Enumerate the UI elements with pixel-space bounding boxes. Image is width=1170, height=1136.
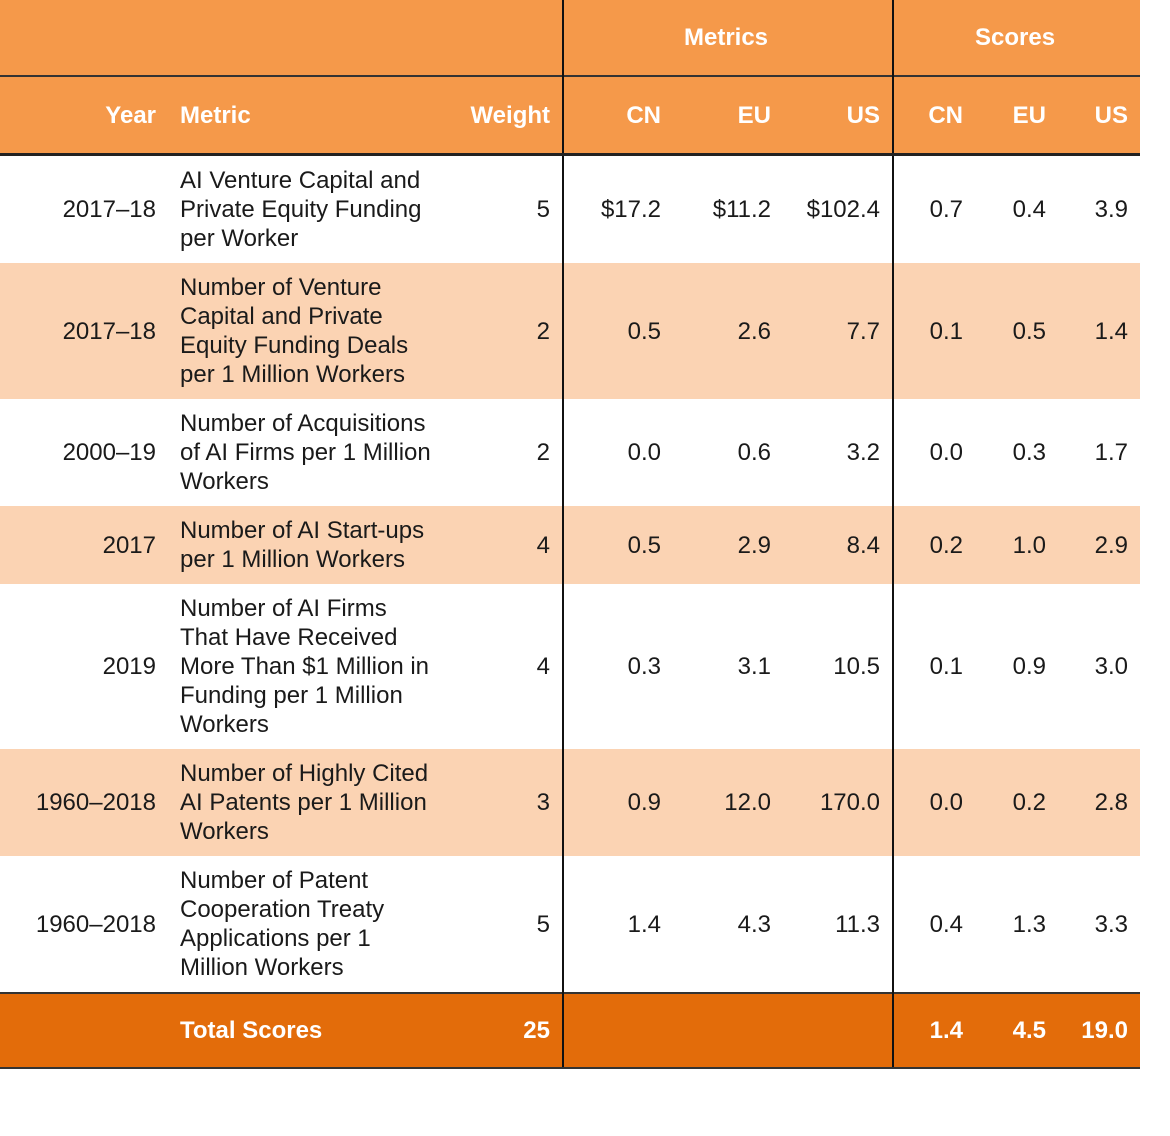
table-cell: 4 — [450, 506, 563, 584]
table-cell: Number of AI Start-ups per 1 Million Wor… — [168, 506, 450, 584]
table-cell: 0.4 — [975, 154, 1059, 263]
table-cell: 1960–2018 — [0, 749, 168, 856]
table-row: 2019 Number of AI Firms That Have Receive… — [0, 584, 1141, 749]
table-cell: 1.4 — [1058, 263, 1141, 399]
total-cell — [0, 992, 168, 1069]
table-cell: 3.3 — [1058, 856, 1141, 993]
column-header: CN — [892, 75, 976, 156]
table-cell: 1.0 — [975, 506, 1059, 584]
table-cell: $17.2 — [562, 154, 673, 263]
table-cell: 2017–18 — [0, 154, 168, 263]
table-cell: 4.3 — [673, 856, 783, 993]
table-cell: 10.5 — [783, 584, 894, 749]
table-cell: 0.6 — [673, 399, 783, 506]
table-cell: 2.6 — [673, 263, 783, 399]
table-cell: 0.5 — [975, 263, 1059, 399]
table-cell: 2000–19 — [0, 399, 168, 506]
table-row: 1960–2018 Number of Patent Cooperation Tr… — [0, 856, 1141, 993]
table-cell: 8.4 — [783, 506, 894, 584]
table-cell: 3.1 — [673, 584, 783, 749]
column-header: Year — [0, 75, 168, 156]
table-cell: 2 — [450, 399, 563, 506]
table-cell: 0.5 — [562, 506, 673, 584]
table-cell: Number of Patent Cooperation Treaty Appl… — [168, 856, 450, 993]
table-cell: 0.2 — [975, 749, 1059, 856]
column-header: US — [1058, 75, 1141, 156]
table-cell: $11.2 — [673, 154, 783, 263]
column-header: EU — [673, 75, 783, 156]
table-cell: 0.0 — [892, 399, 976, 506]
table-cell: 1.4 — [562, 856, 673, 993]
table-cell: 3.0 — [1058, 584, 1141, 749]
table-cell: 2017 — [0, 506, 168, 584]
table-cell: 170.0 — [783, 749, 894, 856]
table-cell: 2019 — [0, 584, 168, 749]
table-cell: 0.1 — [892, 584, 976, 749]
header-row: Year Metric Weight CN EU US CN EU US — [0, 75, 1141, 156]
table-cell: 2.8 — [1058, 749, 1141, 856]
table-cell: 0.3 — [975, 399, 1059, 506]
table-cell: AI Venture Capital and Private Equity Fu… — [168, 154, 450, 263]
table-cell: Number of Highly Cited AI Patents per 1 … — [168, 749, 450, 856]
table-cell: 5 — [450, 856, 563, 993]
table-cell: 2.9 — [673, 506, 783, 584]
table-cell: $102.4 — [783, 154, 894, 263]
column-header: US — [783, 75, 894, 156]
table-cell: 0.3 — [562, 584, 673, 749]
group-header: Scores — [892, 0, 1141, 76]
table-cell: Number of Venture Capital and Private Eq… — [168, 263, 450, 399]
table-row: 2000–19 Number of Acquisitions of AI Firm… — [0, 399, 1141, 506]
table-cell: 0.0 — [562, 399, 673, 506]
table-cell: 0.9 — [562, 749, 673, 856]
table-cell: Number of Acquisitions of AI Firms per 1… — [168, 399, 450, 506]
table-row: 2017–18 Number of Venture Capital and Pri… — [0, 263, 1141, 399]
total-row: Total Scores 25 1.4 4.5 19.0 — [0, 992, 1141, 1069]
total-weight: 25 — [450, 992, 563, 1069]
table-cell: 0.2 — [892, 506, 976, 584]
table-cell: 2.9 — [1058, 506, 1141, 584]
column-header: EU — [975, 75, 1059, 156]
total-score: 1.4 — [892, 992, 976, 1069]
table-cell: 0.4 — [892, 856, 976, 993]
table-cell: 0.0 — [892, 749, 976, 856]
table-row: 2017 Number of AI Start-ups per 1 Million… — [0, 506, 1141, 584]
table-cell: 0.7 — [892, 154, 976, 263]
table-cell: 0.5 — [562, 263, 673, 399]
table-cell: 0.9 — [975, 584, 1059, 749]
group-header: Metrics — [561, 0, 894, 76]
column-header: Metric — [168, 75, 450, 156]
table-cell: 4 — [450, 584, 563, 749]
table-cell: 12.0 — [673, 749, 783, 856]
group-header-row: Metrics Scores — [0, 0, 1141, 76]
column-header: CN — [562, 75, 673, 156]
table-cell: 2 — [450, 263, 563, 399]
table-cell: 3.9 — [1058, 154, 1141, 263]
table-cell: 1.7 — [1058, 399, 1141, 506]
table-cell: 1960–2018 — [0, 856, 168, 993]
total-label: Total Scores — [168, 992, 450, 1069]
header-cell — [0, 0, 563, 76]
total-score: 4.5 — [975, 992, 1059, 1069]
table-cell: Number of AI Firms That Have Received Mo… — [168, 584, 450, 749]
total-cell — [561, 992, 894, 1069]
table-body: Metrics Scores Year Metric Weight CN EU US CN EU U… — [0, 0, 1141, 1069]
table-cell: 0.1 — [892, 263, 976, 399]
table-cell: 1.3 — [975, 856, 1059, 993]
table-cell: 3 — [450, 749, 563, 856]
table-row: 2017–18 AI Venture Capital and Private Eq… — [0, 154, 1141, 263]
scores-table: Metrics Scores Year Metric Weight CN EU US CN EU U… — [0, 0, 1141, 1069]
column-header: Weight — [450, 75, 563, 156]
table-row: 1960–2018 Number of Highly Cited AI Paten… — [0, 749, 1141, 856]
table-cell: 2017–18 — [0, 263, 168, 399]
table-cell: 3.2 — [783, 399, 894, 506]
table-cell: 11.3 — [783, 856, 894, 993]
total-score: 19.0 — [1058, 992, 1141, 1069]
table-cell: 7.7 — [783, 263, 894, 399]
table-cell: 5 — [450, 154, 563, 263]
